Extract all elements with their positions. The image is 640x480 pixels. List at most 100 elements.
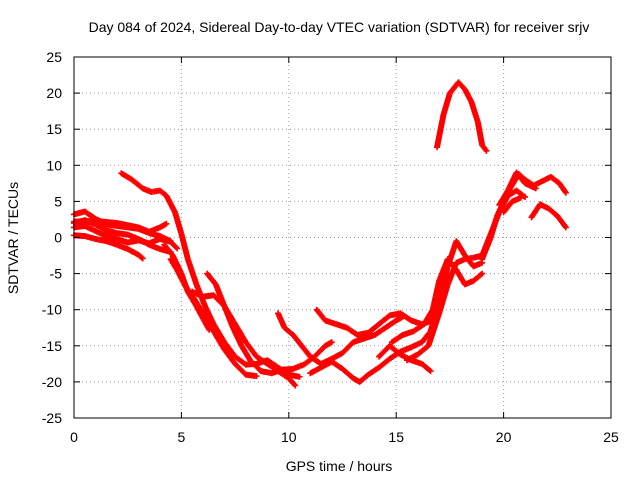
data-point-markers <box>496 188 511 209</box>
data-point-markers <box>184 256 199 286</box>
y-tick-label: 10 <box>46 157 62 173</box>
data-point-markers <box>479 142 489 153</box>
data-point-markers <box>382 318 398 331</box>
series-arc-14 <box>376 342 434 375</box>
series-arc-10 <box>204 270 335 377</box>
data-point-markers <box>242 339 259 359</box>
data-point-markers <box>365 322 381 336</box>
data-point-markers <box>253 353 269 366</box>
data-point-markers <box>397 310 413 323</box>
data-point-markers <box>167 238 180 251</box>
axis-ticks: 0 5 10 15 20 25 -25 -20 -15 -10 -5 0 5 10 15 20 25 <box>42 49 619 445</box>
data-point-markers <box>339 365 356 381</box>
data-point-markers <box>376 343 392 360</box>
data-point-marker <box>292 382 299 389</box>
data-point-markers <box>313 306 328 323</box>
data-point-marker <box>174 245 181 252</box>
data-point-markers <box>232 353 248 367</box>
chart-title: Day 084 of 2024, Sidereal Day-to-day VTE… <box>89 19 590 35</box>
data-point-markers <box>436 257 451 284</box>
data-point-markers <box>290 331 304 348</box>
data-point-markers <box>436 282 451 317</box>
data-point-markers <box>386 342 403 357</box>
data-point-markers <box>221 303 236 330</box>
data-point-markers <box>388 332 405 346</box>
data-point-markers <box>474 118 485 147</box>
data-point-marker <box>532 185 539 192</box>
data-point-markers <box>365 365 381 378</box>
data-point-markers <box>92 217 119 226</box>
data-point-markers <box>339 340 356 357</box>
y-tick-label: -5 <box>50 266 63 282</box>
data-point-markers <box>275 310 287 330</box>
x-tick-label: 10 <box>281 429 297 445</box>
data-point-markers <box>453 238 468 258</box>
series-arc-17 <box>434 79 490 154</box>
data-point-markers <box>487 214 500 241</box>
data-point-marker <box>479 270 486 277</box>
data-point-markers <box>210 321 227 344</box>
data-point-markers <box>232 360 248 377</box>
data-point-markers <box>414 343 431 358</box>
series-arc-11 <box>275 310 406 367</box>
data-point-markers <box>238 342 253 362</box>
data-point-markers <box>444 261 459 288</box>
y-axis-label: SDTVAR / TECUs <box>5 182 21 294</box>
x-tick-label: 15 <box>388 429 404 445</box>
data-point-markers <box>163 192 178 214</box>
data-point-marker <box>328 339 335 346</box>
data-point-markers <box>440 91 453 118</box>
data-point-markers <box>232 321 249 344</box>
x-tick-label: 5 <box>178 429 186 445</box>
y-tick-label: -25 <box>42 410 62 426</box>
data-point-markers <box>425 311 442 349</box>
data-point-markers <box>479 235 494 263</box>
data-point-markers <box>221 339 238 359</box>
data-point-markers <box>113 220 140 231</box>
y-tick-label: -10 <box>42 302 62 318</box>
data-point-markers <box>171 209 184 236</box>
data-point-markers <box>436 264 451 306</box>
data-point-markers <box>500 199 515 216</box>
data-point-markers <box>434 113 447 151</box>
data-point-markers <box>118 170 134 182</box>
data-point-markers <box>264 357 280 370</box>
data-point-markers <box>199 315 212 332</box>
data-point-marker <box>427 368 434 375</box>
y-tick-label: 15 <box>46 121 62 137</box>
data-point-markers <box>356 372 371 385</box>
data-point-markers <box>410 322 426 335</box>
data-point-marker <box>139 255 146 262</box>
data-point-markers <box>191 295 206 315</box>
data-point-markers <box>298 342 313 359</box>
y-tick-label: -15 <box>42 338 62 354</box>
data-point-markers <box>528 202 543 221</box>
data-point-markers <box>281 324 295 337</box>
data-point-markers <box>547 173 562 186</box>
data-point-marker <box>517 194 524 201</box>
x-tick-label: 25 <box>603 429 619 445</box>
data-point-markers <box>210 328 227 352</box>
data-point-markers <box>376 313 392 328</box>
data-point-markers <box>212 281 227 308</box>
data-point-markers <box>247 357 263 373</box>
series-arc-19 <box>496 169 539 209</box>
data-point-markers <box>128 176 145 191</box>
x-tick-label: 0 <box>70 429 78 445</box>
data-point-markers <box>418 329 433 346</box>
series-arc-6 <box>118 170 303 380</box>
data-point-marker <box>163 220 170 227</box>
series-arc-21 <box>500 194 524 216</box>
data-point-markers <box>229 324 244 348</box>
data-point-markers <box>202 303 216 326</box>
data-point-markers <box>221 346 238 366</box>
data-point-markers <box>328 358 345 372</box>
data-point-markers <box>554 212 568 230</box>
data-point-marker <box>253 373 260 380</box>
series-arc-5 <box>71 217 170 235</box>
data-point-markers <box>513 187 527 200</box>
data-point-markers <box>504 171 519 194</box>
series-arc-20 <box>528 201 569 231</box>
data-point-marker <box>483 147 490 154</box>
